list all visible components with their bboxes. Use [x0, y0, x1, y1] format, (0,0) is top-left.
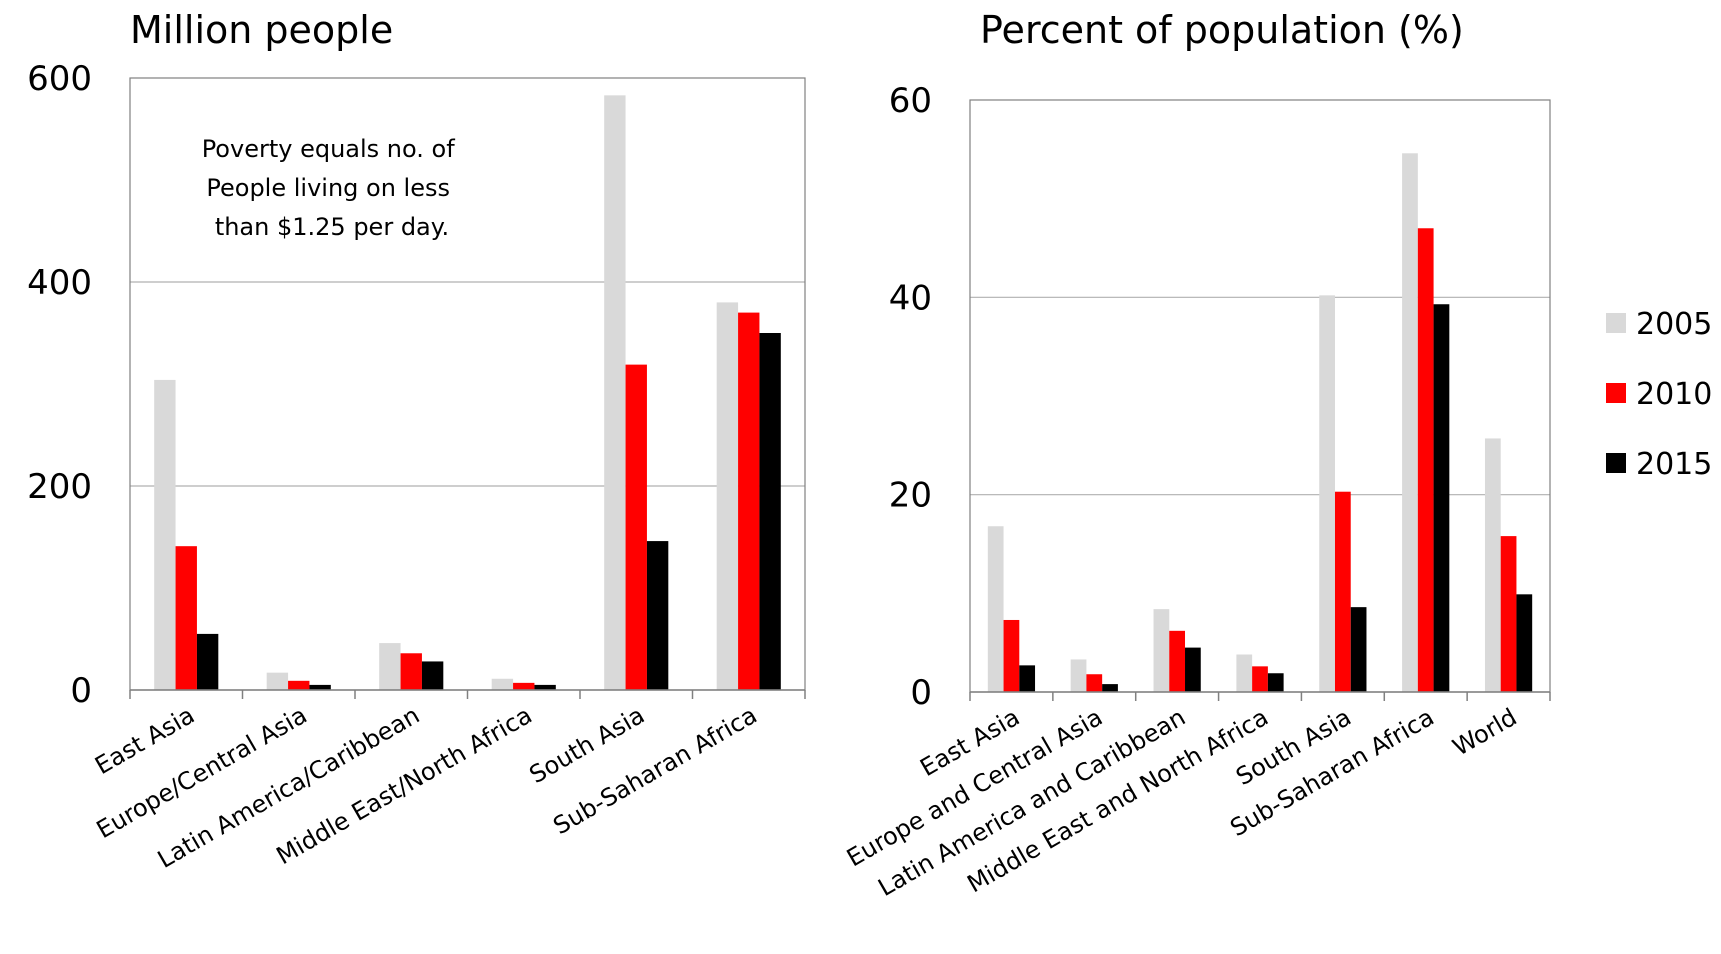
bar-2015 [309, 684, 331, 690]
y-tick-label: 200 [27, 467, 92, 507]
bar-2015 [1019, 665, 1036, 692]
legend-label-2005: 2005 [1636, 307, 1712, 342]
bar-2005 [266, 672, 289, 690]
bar-2005 [604, 95, 626, 691]
bar-2015 [646, 541, 669, 690]
bar-2005 [1153, 609, 1170, 692]
bar-2010 [625, 364, 647, 690]
bar-2010 [1417, 228, 1434, 692]
bar-2010 [738, 312, 760, 690]
bar-2015 [1102, 684, 1118, 692]
legend-label-2010: 2010 [1636, 377, 1712, 412]
x-tick-label: World [1448, 703, 1522, 762]
bar-2005 [154, 379, 176, 690]
bar-2010 [1169, 630, 1186, 692]
bar-2010 [1500, 536, 1517, 692]
legend: 2005 2010 2015 [1606, 307, 1712, 482]
bar-2010 [1334, 491, 1351, 692]
bar-2015 [1185, 647, 1201, 692]
y-tick-label: 600 [27, 59, 92, 99]
bar-2015 [1516, 594, 1533, 692]
y-tick-label: 60 [889, 81, 932, 121]
bar-2015 [759, 333, 781, 690]
chart-annotation: Poverty equals no. of People living on l… [202, 135, 463, 241]
legend-swatch-2015 [1606, 453, 1626, 473]
annotation-line: People living on less [206, 174, 450, 202]
plot-area [969, 99, 1551, 693]
bar-2005 [1070, 659, 1087, 692]
chart-title: Percent of population (%) [980, 8, 1464, 52]
bar-2005 [491, 678, 514, 690]
annotation-line: than $1.25 per day. [215, 213, 449, 241]
bar-2015 [421, 661, 444, 690]
legend-swatch-2005 [1606, 313, 1626, 333]
bar-2005 [1319, 295, 1335, 692]
bar-2005 [987, 526, 1004, 692]
legend-label-2015: 2015 [1636, 447, 1712, 482]
bar-2015 [196, 633, 219, 690]
bar-2010 [1003, 619, 1020, 692]
y-tick-label: 20 [889, 476, 932, 516]
bar-2005 [379, 643, 401, 690]
y-tick-label: 0 [910, 673, 932, 713]
bar-2010 [175, 546, 197, 690]
bar-2015 [1433, 304, 1450, 692]
plot-area [129, 77, 806, 691]
chart-title: Million people [130, 8, 393, 52]
bar-2005 [716, 302, 739, 690]
bar-2015 [534, 684, 556, 690]
bar-2005 [1402, 153, 1418, 692]
bar-2015 [1350, 607, 1367, 692]
bar-2010 [513, 682, 535, 690]
bar-2005 [1484, 438, 1501, 692]
bar-2005 [1236, 654, 1253, 692]
bar-2010 [288, 680, 310, 690]
bar-2010 [1252, 666, 1268, 692]
y-tick-label: 40 [889, 278, 932, 318]
bar-2010 [400, 653, 422, 690]
y-tick-label: 0 [70, 671, 92, 711]
x-tick-label: Sub-Saharan Africa [549, 701, 762, 840]
annotation-line: Poverty equals no. of [202, 135, 456, 163]
y-tick-label: 400 [27, 263, 92, 303]
legend-swatch-2010 [1606, 383, 1626, 403]
bar-2015 [1267, 673, 1284, 692]
bar-2010 [1086, 674, 1103, 692]
